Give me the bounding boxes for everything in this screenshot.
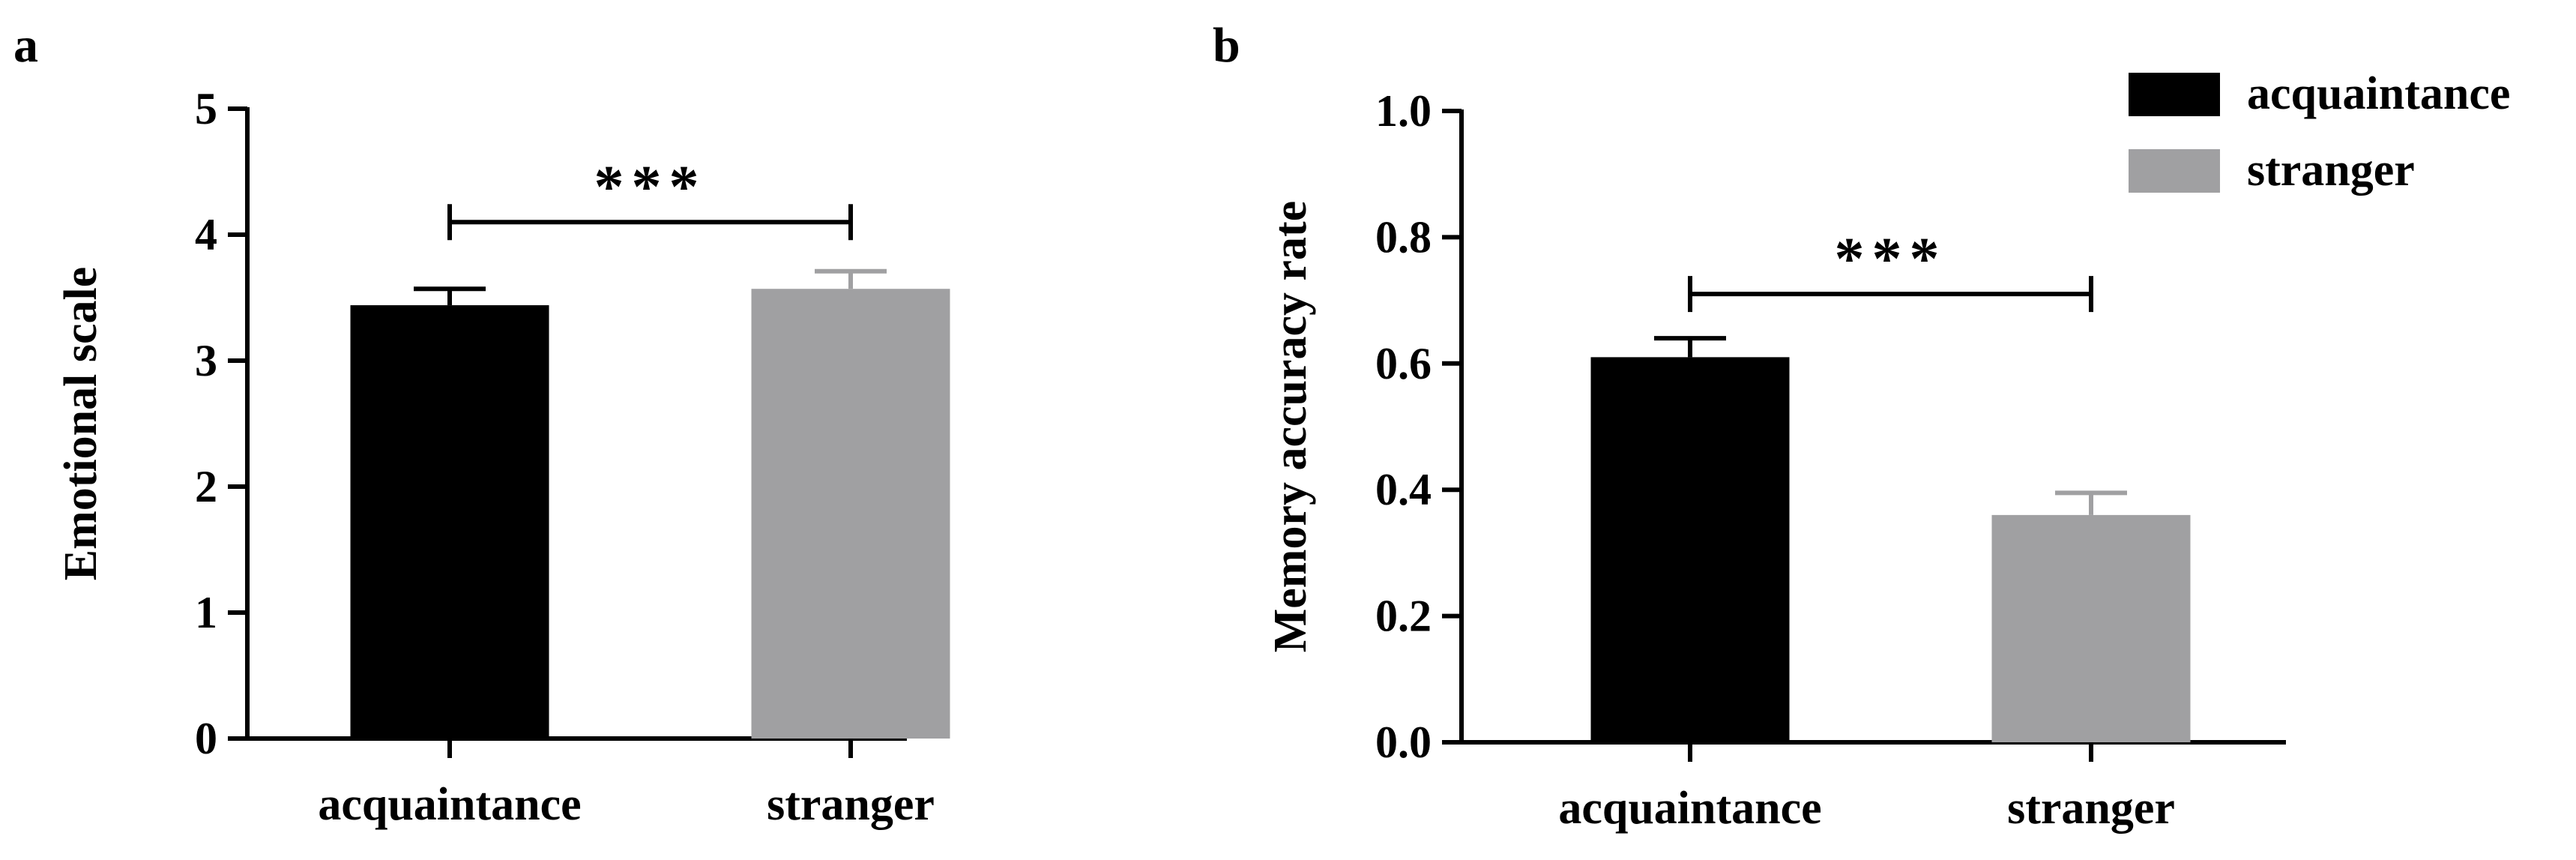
panel-b-y-tick-label-1: 0.2 bbox=[1375, 592, 1432, 641]
panel-b-significance-label: *** bbox=[1835, 226, 1947, 292]
panel-b-y-tick-label-3: 0.6 bbox=[1375, 339, 1432, 388]
panel-b-bar-acquaintance bbox=[1590, 357, 1790, 742]
panel-a-y-tick-label-3: 3 bbox=[195, 336, 217, 385]
panel-b-y-tick-label-2: 0.4 bbox=[1375, 465, 1432, 514]
panel-b-x-tick-label-stranger: stranger bbox=[2007, 783, 2175, 834]
panel-a-significance-label: *** bbox=[594, 154, 707, 220]
panel-b-y-tick-label-0: 0.0 bbox=[1375, 718, 1432, 767]
legend-swatch-acquaintance bbox=[2129, 73, 2220, 116]
panel-b-bar-stranger bbox=[1991, 514, 2191, 742]
panel-a-bar-acquaintance bbox=[350, 305, 549, 739]
panel-a-x-tick-label-acquaintance: acquaintance bbox=[318, 779, 581, 830]
panel-b-y-tick-label-5: 1.0 bbox=[1375, 86, 1432, 136]
panel-a-y-tick-label-1: 1 bbox=[195, 588, 217, 637]
panel-b-x-tick-label-acquaintance: acquaintance bbox=[1558, 783, 1821, 834]
panel-b-label: b bbox=[1213, 18, 1240, 73]
panel-a-y-tick-label-5: 5 bbox=[195, 84, 217, 133]
panel-a-y-axis-title: Emotional scale bbox=[55, 267, 106, 580]
legend-label-stranger: stranger bbox=[2247, 145, 2415, 196]
panel-a-y-tick-label-4: 4 bbox=[195, 210, 217, 259]
legend-label-acquaintance: acquaintance bbox=[2247, 68, 2510, 119]
panel-a-label: a bbox=[13, 18, 38, 73]
panel-a-y-tick-label-2: 2 bbox=[195, 462, 217, 511]
panel-a-y-tick-label-0: 0 bbox=[195, 714, 217, 763]
panel-a-bar-stranger bbox=[751, 289, 950, 739]
panel-a-x-tick-label-stranger: stranger bbox=[767, 779, 935, 830]
panel-b-y-tick-label-4: 0.8 bbox=[1375, 212, 1432, 262]
legend-swatch-stranger bbox=[2129, 149, 2220, 193]
panel-b-y-axis-title: Memory accuracy rate bbox=[1265, 201, 1316, 652]
